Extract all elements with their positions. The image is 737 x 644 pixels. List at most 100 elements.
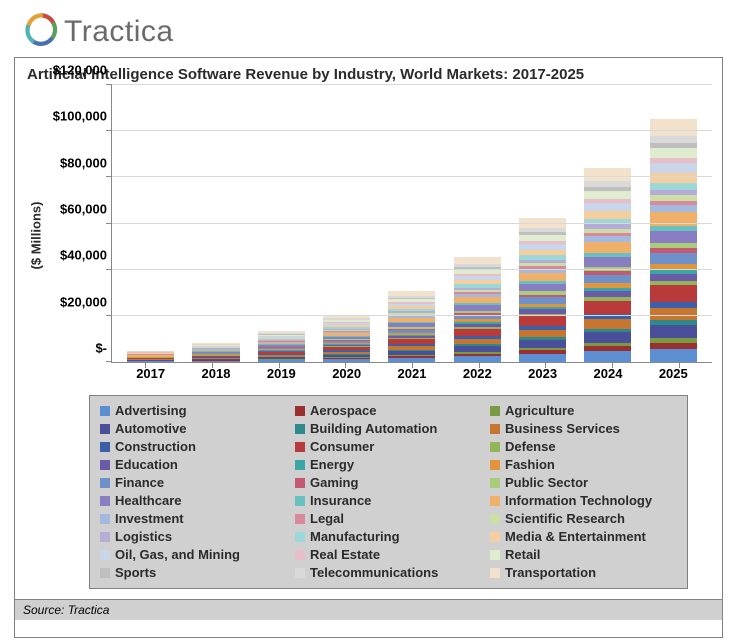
legend-swatch: [100, 496, 110, 506]
legend-label: Media & Entertainment: [505, 528, 646, 546]
bar-slot: [249, 331, 314, 362]
bar-segment: [584, 351, 631, 362]
legend-item: Defense: [490, 438, 677, 456]
legend-label: Manufacturing: [310, 528, 400, 546]
plot-area: 201720182019202020212022202320242025: [111, 85, 712, 363]
legend-item: Education: [100, 456, 287, 474]
legend-item: Aerospace: [295, 402, 482, 420]
legend-label: Sports: [115, 564, 156, 582]
gridline: [112, 176, 712, 177]
bar-segment: [650, 148, 697, 158]
brand-mark-icon: [24, 12, 58, 51]
legend-item: Real Estate: [295, 546, 482, 564]
bar-segment: [519, 330, 566, 337]
plot: ($ Millions) $-$20,000$40,000$60,000$80,…: [25, 85, 712, 385]
bar-slot: [118, 350, 183, 362]
bar-segment: [584, 242, 631, 253]
legend-label: Healthcare: [115, 492, 181, 510]
y-axis-label-cell: ($ Millions): [25, 85, 47, 385]
legend-item: Retail: [490, 546, 677, 564]
legend-swatch: [295, 460, 305, 470]
chart-card: Artificial Intelligence Software Revenue…: [14, 57, 723, 638]
stacked-bar: [127, 350, 174, 362]
legend-swatch: [100, 406, 110, 416]
legend-item: Manufacturing: [295, 528, 482, 546]
x-tick-label: 2018: [183, 366, 248, 381]
legend-label: Retail: [505, 546, 540, 564]
legend-label: Education: [115, 456, 178, 474]
stacked-bar: [192, 342, 239, 362]
x-tick-mark: [145, 362, 146, 368]
stacked-bar: [519, 217, 566, 362]
y-tick-label: $20,000: [60, 294, 107, 309]
legend-item: Public Sector: [490, 474, 677, 492]
legend-swatch: [295, 442, 305, 452]
x-tick-label: 2024: [575, 366, 640, 381]
bar-slot: [510, 217, 575, 362]
gridline: [112, 130, 712, 131]
bar-segment: [584, 275, 631, 284]
legend-item: Healthcare: [100, 492, 287, 510]
gridline: [112, 315, 712, 316]
legend-swatch: [490, 532, 500, 542]
stacked-bar: [650, 119, 697, 362]
bar-segment: [584, 168, 631, 182]
legend-label: Automotive: [115, 420, 187, 438]
bar-segment: [584, 211, 631, 219]
legend-swatch: [295, 568, 305, 578]
y-tick-label: $120,000: [53, 63, 107, 78]
x-tick-label: 2021: [379, 366, 444, 381]
legend-item: Consumer: [295, 438, 482, 456]
x-tick-label: 2023: [510, 366, 575, 381]
bar-segment: [650, 163, 697, 173]
legend-swatch: [100, 568, 110, 578]
legend-label: Advertising: [115, 402, 187, 420]
bar-segment: [454, 329, 501, 336]
bar-segment: [650, 349, 697, 362]
legend-swatch: [295, 532, 305, 542]
y-tick-label: $40,000: [60, 248, 107, 263]
legend-swatch: [490, 496, 500, 506]
bar-segment: [650, 274, 697, 281]
legend-item: Logistics: [100, 528, 287, 546]
x-tick-label: 2025: [641, 366, 706, 381]
bar-segment: [584, 301, 631, 315]
legend-swatch: [490, 568, 500, 578]
bar-segment: [584, 203, 631, 211]
stacked-bar: [388, 290, 435, 362]
legend-swatch: [100, 532, 110, 542]
legend-item: Finance: [100, 474, 287, 492]
stacked-bar: [323, 315, 370, 362]
bar-segment: [650, 325, 697, 338]
y-tick-mark: [106, 223, 112, 224]
bar-segment: [519, 284, 566, 291]
legend-label: Defense: [505, 438, 556, 456]
y-tick-label: $-: [95, 341, 107, 356]
x-tick-mark: [545, 362, 546, 368]
legend-swatch: [490, 550, 500, 560]
legend-item: Gaming: [295, 474, 482, 492]
bar-segment: [650, 253, 697, 264]
chart-title: Artificial Intelligence Software Revenue…: [25, 64, 712, 85]
bar-segment: [650, 173, 697, 183]
bar-segment: [650, 205, 697, 212]
legend-label: Gaming: [310, 474, 358, 492]
legend-swatch: [100, 478, 110, 488]
legend-label: Scientific Research: [505, 510, 625, 528]
bars: [112, 85, 712, 362]
legend-item: Media & Entertainment: [490, 528, 677, 546]
x-tick-mark: [279, 362, 280, 368]
legend-label: Legal: [310, 510, 344, 528]
legend-swatch: [100, 514, 110, 524]
y-tick-mark: [106, 315, 112, 316]
x-tick-label: 2022: [445, 366, 510, 381]
bar-segment: [650, 183, 697, 190]
legend-label: Business Services: [505, 420, 620, 438]
source-footer: Source: Tractica: [15, 599, 722, 620]
x-tick-mark: [679, 362, 680, 368]
legend-swatch: [490, 514, 500, 524]
y-tick-label: $60,000: [60, 202, 107, 217]
legend-label: Investment: [115, 510, 184, 528]
legend-item: Construction: [100, 438, 287, 456]
legend-swatch: [490, 478, 500, 488]
